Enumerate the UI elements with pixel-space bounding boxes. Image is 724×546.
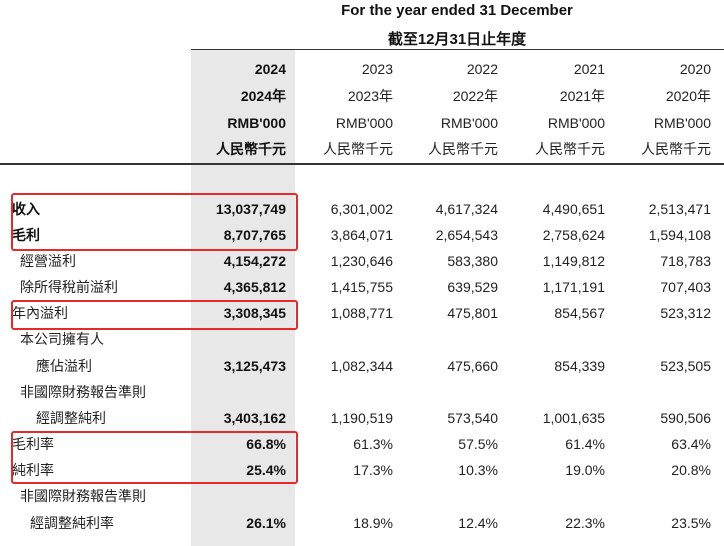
value-cell: 4,617,324 xyxy=(435,201,498,217)
column-header-unit-zh: 人民幣千元 xyxy=(428,141,498,157)
header-line-1: For the year ended 31 December xyxy=(341,2,573,19)
column-header-unit-zh: 人民幣千元 xyxy=(323,141,393,157)
row-label: 純利率 xyxy=(12,462,54,478)
value-cell: 19.0% xyxy=(565,462,605,478)
value-cell: 523,505 xyxy=(660,358,711,374)
value-cell: 57.5% xyxy=(458,436,498,452)
value-cell: 590,506 xyxy=(660,410,711,426)
value-cell: 854,567 xyxy=(554,305,605,321)
column-header-unit: RMB'000 xyxy=(440,115,498,131)
value-cell: 17.3% xyxy=(353,462,393,478)
column-header-year-zh: 2024年 xyxy=(240,88,286,104)
value-cell: 26.1% xyxy=(246,515,286,531)
row-label: 非國際財務報告準則 xyxy=(20,384,146,400)
row-label: 除所得稅前溢利 xyxy=(20,279,118,295)
value-cell: 25.4% xyxy=(246,462,286,478)
column-header-unit-zh: 人民幣千元 xyxy=(216,141,286,157)
header-line-2: 截至12月31日止年度 xyxy=(387,31,527,48)
value-cell: 4,365,812 xyxy=(223,279,286,295)
value-cell: 61.3% xyxy=(353,436,393,452)
row-label: 毛利率 xyxy=(12,436,54,452)
column-header-year-zh: 2022年 xyxy=(452,88,498,104)
column-header-year-zh: 2021年 xyxy=(559,88,605,104)
column-header-year: 2022 xyxy=(466,61,498,77)
value-cell: 18.9% xyxy=(353,515,393,531)
column-header-year-zh: 2020年 xyxy=(665,88,711,104)
value-cell: 583,380 xyxy=(447,253,498,269)
column-header-year: 2024 xyxy=(254,61,286,77)
value-cell: 639,529 xyxy=(447,279,498,295)
value-cell: 1,088,771 xyxy=(330,305,393,321)
value-cell: 6,301,002 xyxy=(330,201,393,217)
value-cell: 23.5% xyxy=(671,515,711,531)
row-label: 毛利 xyxy=(12,227,40,243)
row-label: 收入 xyxy=(12,201,40,217)
column-header-year: 2020 xyxy=(679,61,711,77)
value-cell: 12.4% xyxy=(458,515,498,531)
row-label: 經調整純利 xyxy=(36,410,106,426)
value-cell: 1,149,812 xyxy=(542,253,605,269)
row-label: 應佔溢利 xyxy=(36,358,92,374)
value-cell: 63.4% xyxy=(671,436,711,452)
value-cell: 4,490,651 xyxy=(542,201,605,217)
column-header-year-zh: 2023年 xyxy=(347,88,393,104)
value-cell: 573,540 xyxy=(447,410,498,426)
current-year-column-shade xyxy=(191,49,295,546)
row-label: 經調整純利率 xyxy=(30,515,114,531)
value-cell: 22.3% xyxy=(565,515,605,531)
value-cell: 854,339 xyxy=(554,358,605,374)
column-header-unit-zh: 人民幣千元 xyxy=(535,141,605,157)
column-header-unit-zh: 人民幣千元 xyxy=(641,141,711,157)
value-cell: 3,403,162 xyxy=(223,410,286,426)
value-cell: 66.8% xyxy=(246,436,286,452)
header-divider-thick xyxy=(0,163,724,165)
value-cell: 8,707,765 xyxy=(223,227,286,243)
column-header-year: 2021 xyxy=(573,61,605,77)
value-cell: 1,415,755 xyxy=(330,279,393,295)
value-cell: 61.4% xyxy=(565,436,605,452)
value-cell: 1,001,635 xyxy=(542,410,605,426)
column-header-year: 2023 xyxy=(361,61,393,77)
column-header-unit: RMB'000 xyxy=(227,115,286,131)
value-cell: 707,403 xyxy=(660,279,711,295)
column-header-unit: RMB'000 xyxy=(547,115,605,131)
value-cell: 523,312 xyxy=(660,305,711,321)
value-cell: 10.3% xyxy=(458,462,498,478)
value-cell: 2,758,624 xyxy=(542,227,605,243)
value-cell: 13,037,749 xyxy=(215,201,286,217)
value-cell: 1,230,646 xyxy=(330,253,393,269)
column-header-unit: RMB'000 xyxy=(335,115,393,131)
header-divider-thin xyxy=(191,49,724,50)
value-cell: 1,082,344 xyxy=(330,358,393,374)
value-cell: 4,154,272 xyxy=(223,253,286,269)
value-cell: 2,513,471 xyxy=(648,201,711,217)
row-label: 非國際財務報告準則 xyxy=(20,488,146,504)
value-cell: 3,308,345 xyxy=(223,305,286,321)
column-header-unit: RMB'000 xyxy=(653,115,711,131)
value-cell: 3,864,071 xyxy=(330,227,393,243)
value-cell: 1,190,519 xyxy=(330,410,393,426)
value-cell: 718,783 xyxy=(660,253,711,269)
row-label: 年內溢利 xyxy=(12,305,68,321)
value-cell: 475,801 xyxy=(447,305,498,321)
row-label: 經營溢利 xyxy=(20,253,76,269)
value-cell: 1,594,108 xyxy=(648,227,711,243)
value-cell: 2,654,543 xyxy=(435,227,498,243)
row-label: 本公司擁有人 xyxy=(20,331,104,347)
value-cell: 3,125,473 xyxy=(223,358,286,374)
value-cell: 475,660 xyxy=(447,358,498,374)
value-cell: 20.8% xyxy=(671,462,711,478)
value-cell: 1,171,191 xyxy=(542,279,605,295)
